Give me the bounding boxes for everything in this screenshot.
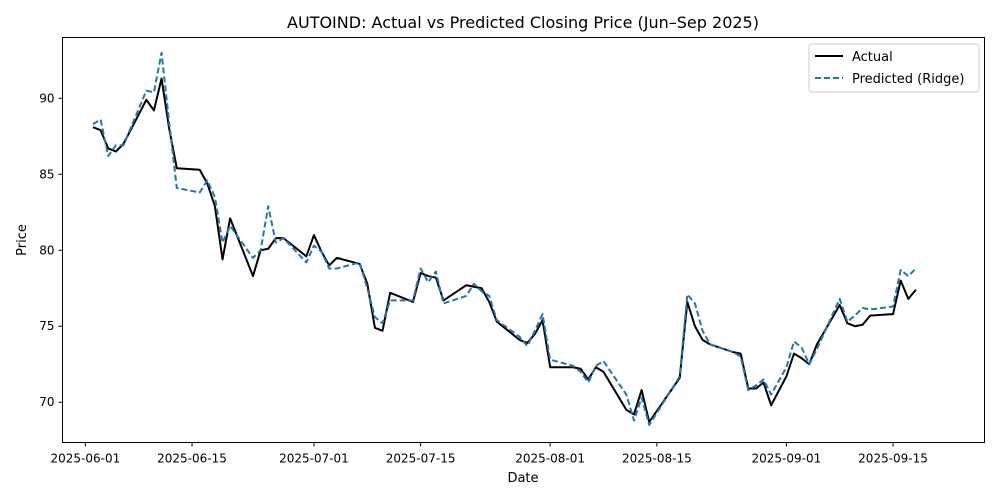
legend: Actual Predicted (Ridge) <box>808 43 980 93</box>
y-tick-label: 75 <box>39 319 54 333</box>
legend-label-actual: Actual <box>852 50 893 65</box>
x-tick-label: 2025-06-15 <box>157 452 227 466</box>
x-tick-label: 2025-07-15 <box>386 452 456 466</box>
y-tick-label: 80 <box>39 243 54 257</box>
series-line-predicted <box>92 51 917 427</box>
series-line-actual <box>92 77 917 423</box>
x-axis-label: Date <box>507 471 538 486</box>
x-tick-label: 2025-06-01 <box>50 452 120 466</box>
x-tick-label: 2025-09-15 <box>858 452 928 466</box>
y-tick-label: 70 <box>39 395 54 409</box>
x-axis: 2025-06-01 2025-06-15 2025-07-01 2025-07-15… <box>50 442 928 466</box>
series-layer <box>92 51 917 427</box>
y-axis-label: Price <box>15 224 30 256</box>
x-tick-label: 2025-09-01 <box>752 452 822 466</box>
legend-box <box>808 43 980 93</box>
y-axis: 70 75 80 85 90 <box>39 91 63 409</box>
legend-label-predicted: Predicted (Ridge) <box>852 72 964 87</box>
x-tick-label: 2025-07-01 <box>279 452 349 466</box>
x-tick-label: 2025-08-15 <box>622 452 692 466</box>
x-tick-label: 2025-08-01 <box>515 452 585 466</box>
y-tick-label: 85 <box>39 167 54 181</box>
chart-title: AUTOIND: Actual vs Predicted Closing Pri… <box>287 13 759 32</box>
plot-frame <box>62 37 985 443</box>
y-tick-label: 90 <box>39 91 54 105</box>
